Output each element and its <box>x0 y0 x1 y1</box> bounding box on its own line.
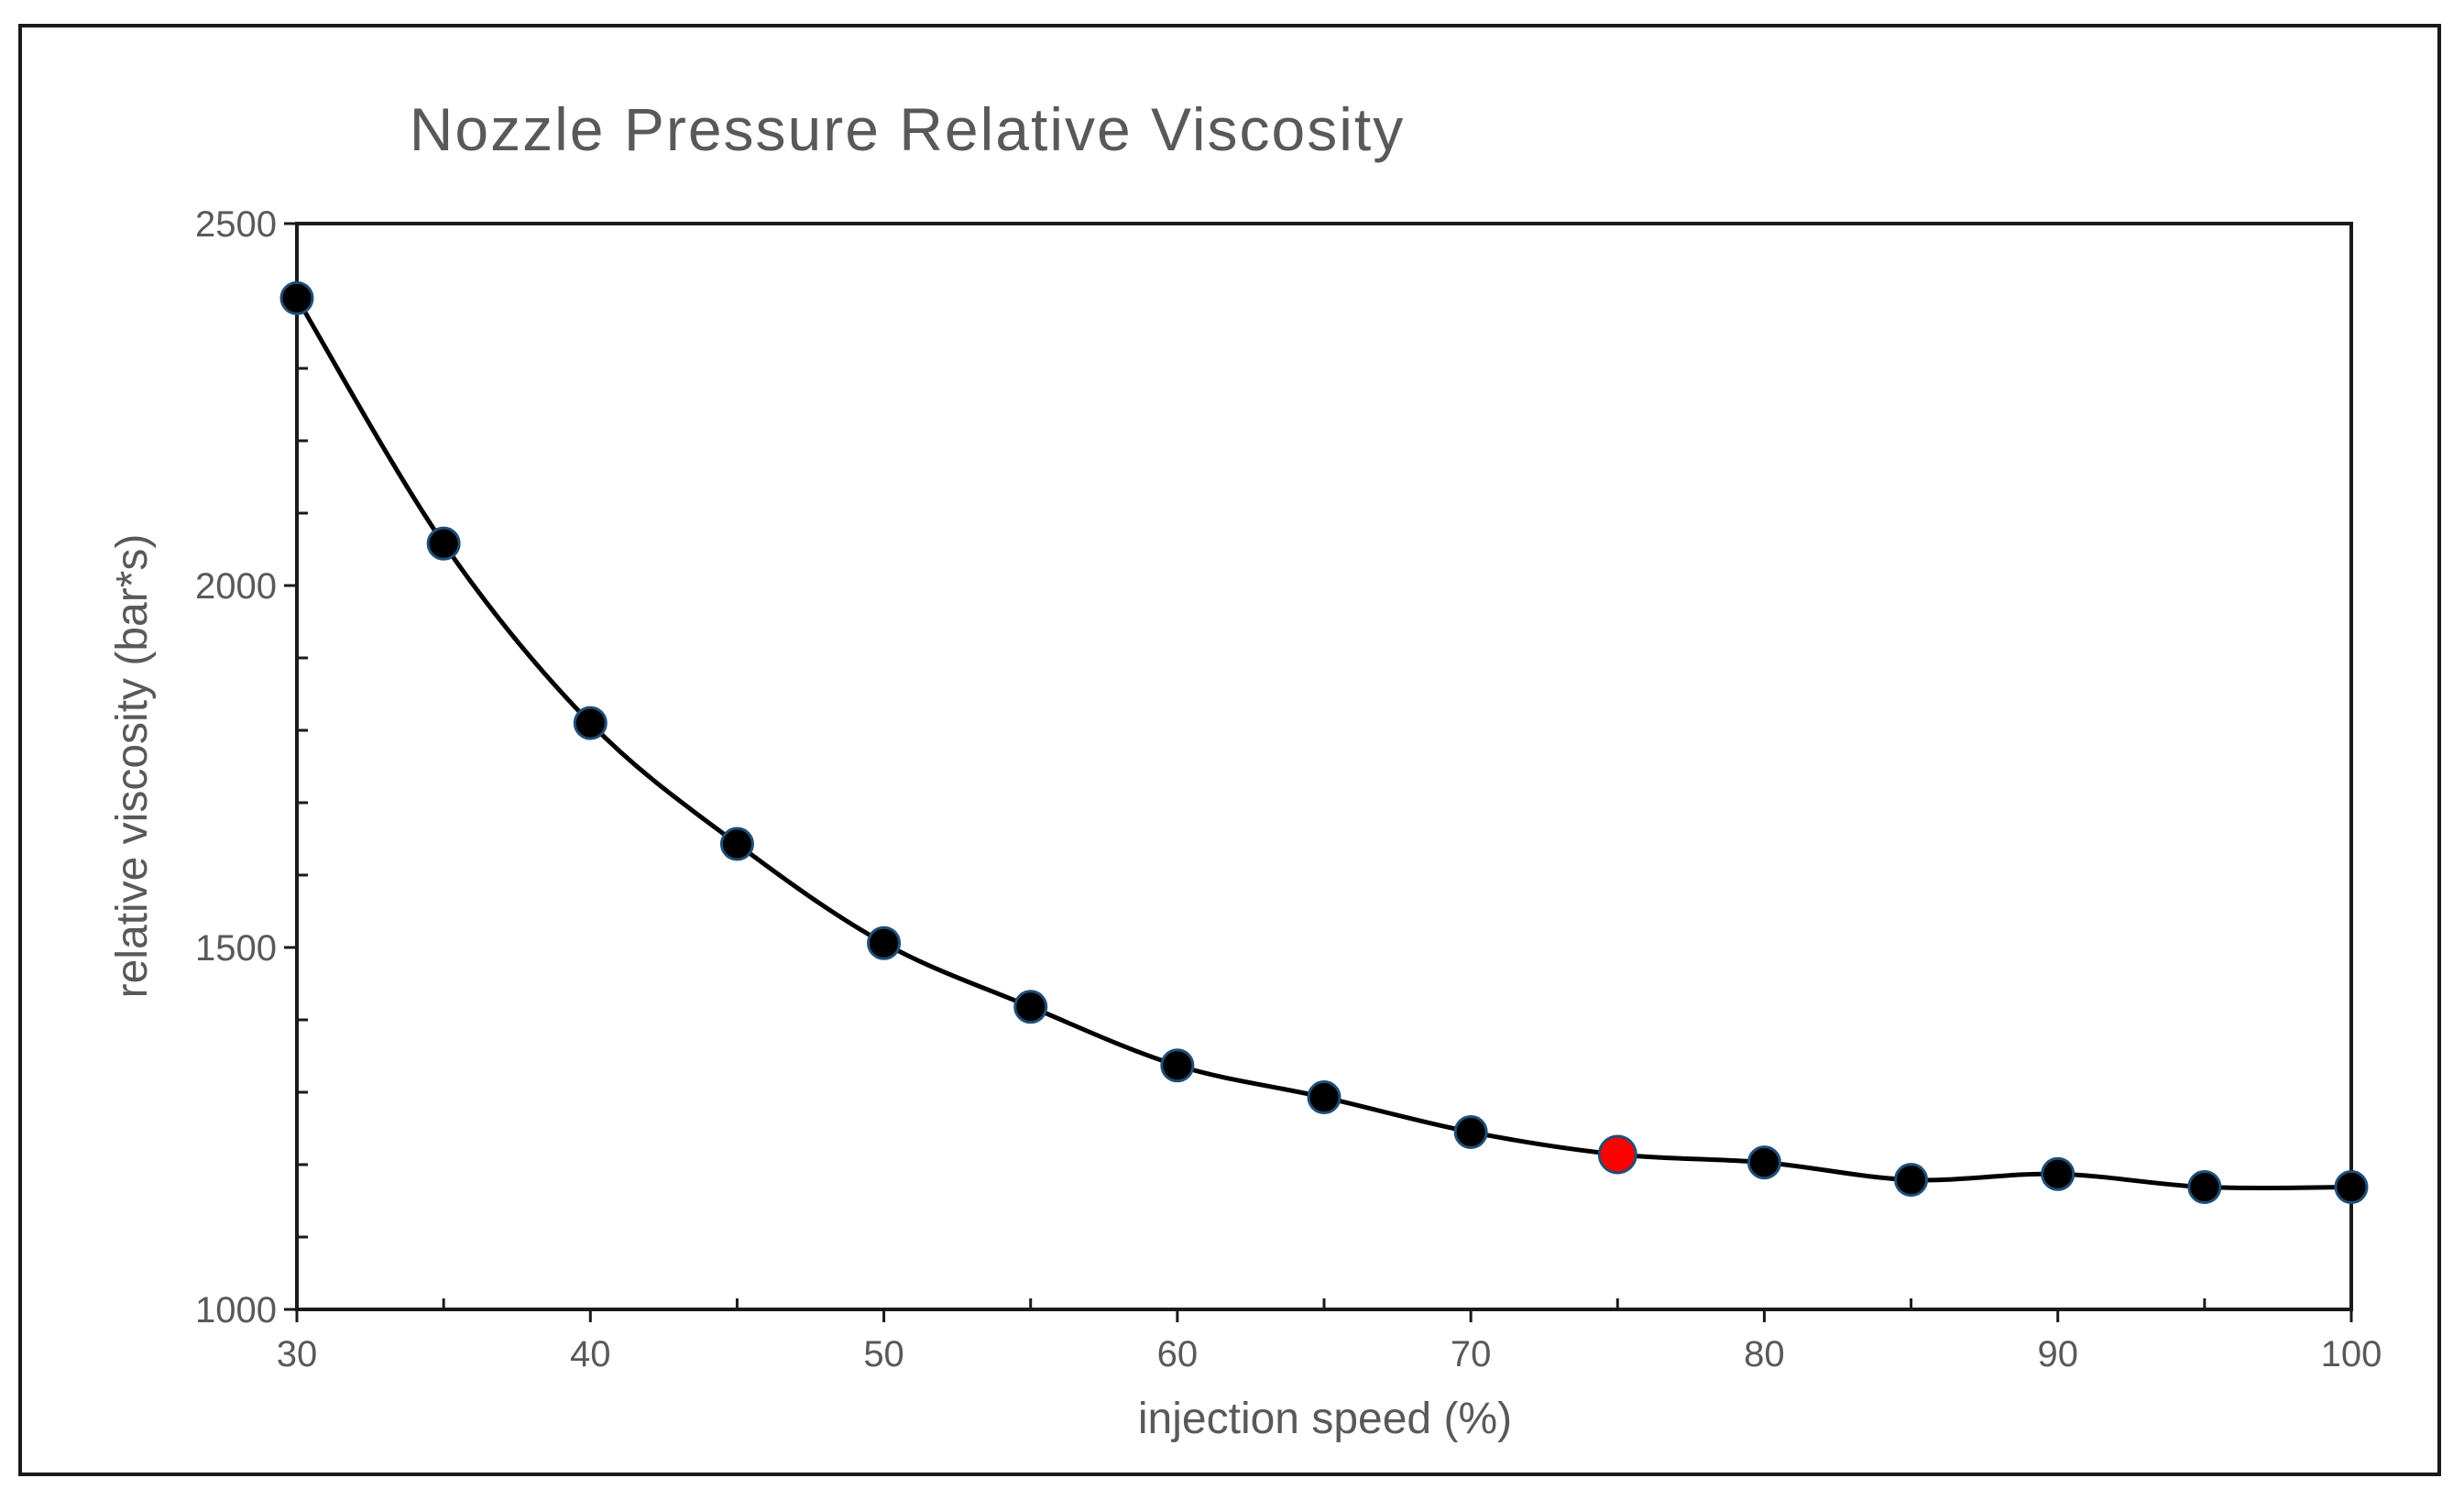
data-point <box>719 827 754 861</box>
highlighted-data-point <box>1597 1134 1637 1175</box>
plot-area <box>295 222 2353 1311</box>
x-axis-title: injection speed (%) <box>1138 1395 1512 1443</box>
x-tick-label: 30 <box>277 1334 318 1374</box>
data-point <box>2041 1156 2075 1191</box>
x-axis-ticks: 30 40 50 60 70 80 90 100 <box>277 1298 2382 1374</box>
y-tick-label: 2000 <box>195 566 277 607</box>
y-tick-label: 1000 <box>195 1290 277 1330</box>
data-point <box>2187 1169 2222 1204</box>
y-tick-label: 2500 <box>195 204 277 245</box>
data-point <box>573 706 608 740</box>
data-point <box>1453 1114 1488 1149</box>
data-point <box>1160 1048 1195 1083</box>
series-layer <box>279 280 2369 1204</box>
x-tick-label: 100 <box>2321 1334 2382 1374</box>
data-point <box>2334 1169 2369 1204</box>
chart-title: Nozzle Pressure Relative Viscosity <box>410 95 1406 163</box>
data-point <box>1307 1080 1342 1115</box>
chart-frame: Nozzle Pressure Relative Viscosity 1000 1… <box>18 24 2441 1476</box>
data-point <box>867 925 902 960</box>
data-point <box>1747 1145 1781 1180</box>
x-tick-label: 40 <box>570 1334 611 1374</box>
y-axis-ticks: 1000 1500 2000 2500 <box>195 204 308 1330</box>
x-tick-label: 60 <box>1157 1334 1199 1374</box>
x-tick-label: 80 <box>1744 1334 1785 1374</box>
data-point <box>1013 990 1048 1024</box>
x-tick-label: 50 <box>863 1334 904 1374</box>
x-tick-label: 70 <box>1451 1334 1492 1374</box>
chart-svg: Nozzle Pressure Relative Viscosity 10001… <box>108 95 2382 1443</box>
data-point <box>1894 1163 1929 1198</box>
series-line <box>294 297 2352 1191</box>
x-tick-label: 90 <box>2037 1334 2078 1374</box>
data-point <box>279 280 314 315</box>
y-axis-title: relative viscosity (bar*s) <box>108 534 157 999</box>
y-tick-label: 1500 <box>195 928 277 969</box>
data-point <box>426 526 461 561</box>
